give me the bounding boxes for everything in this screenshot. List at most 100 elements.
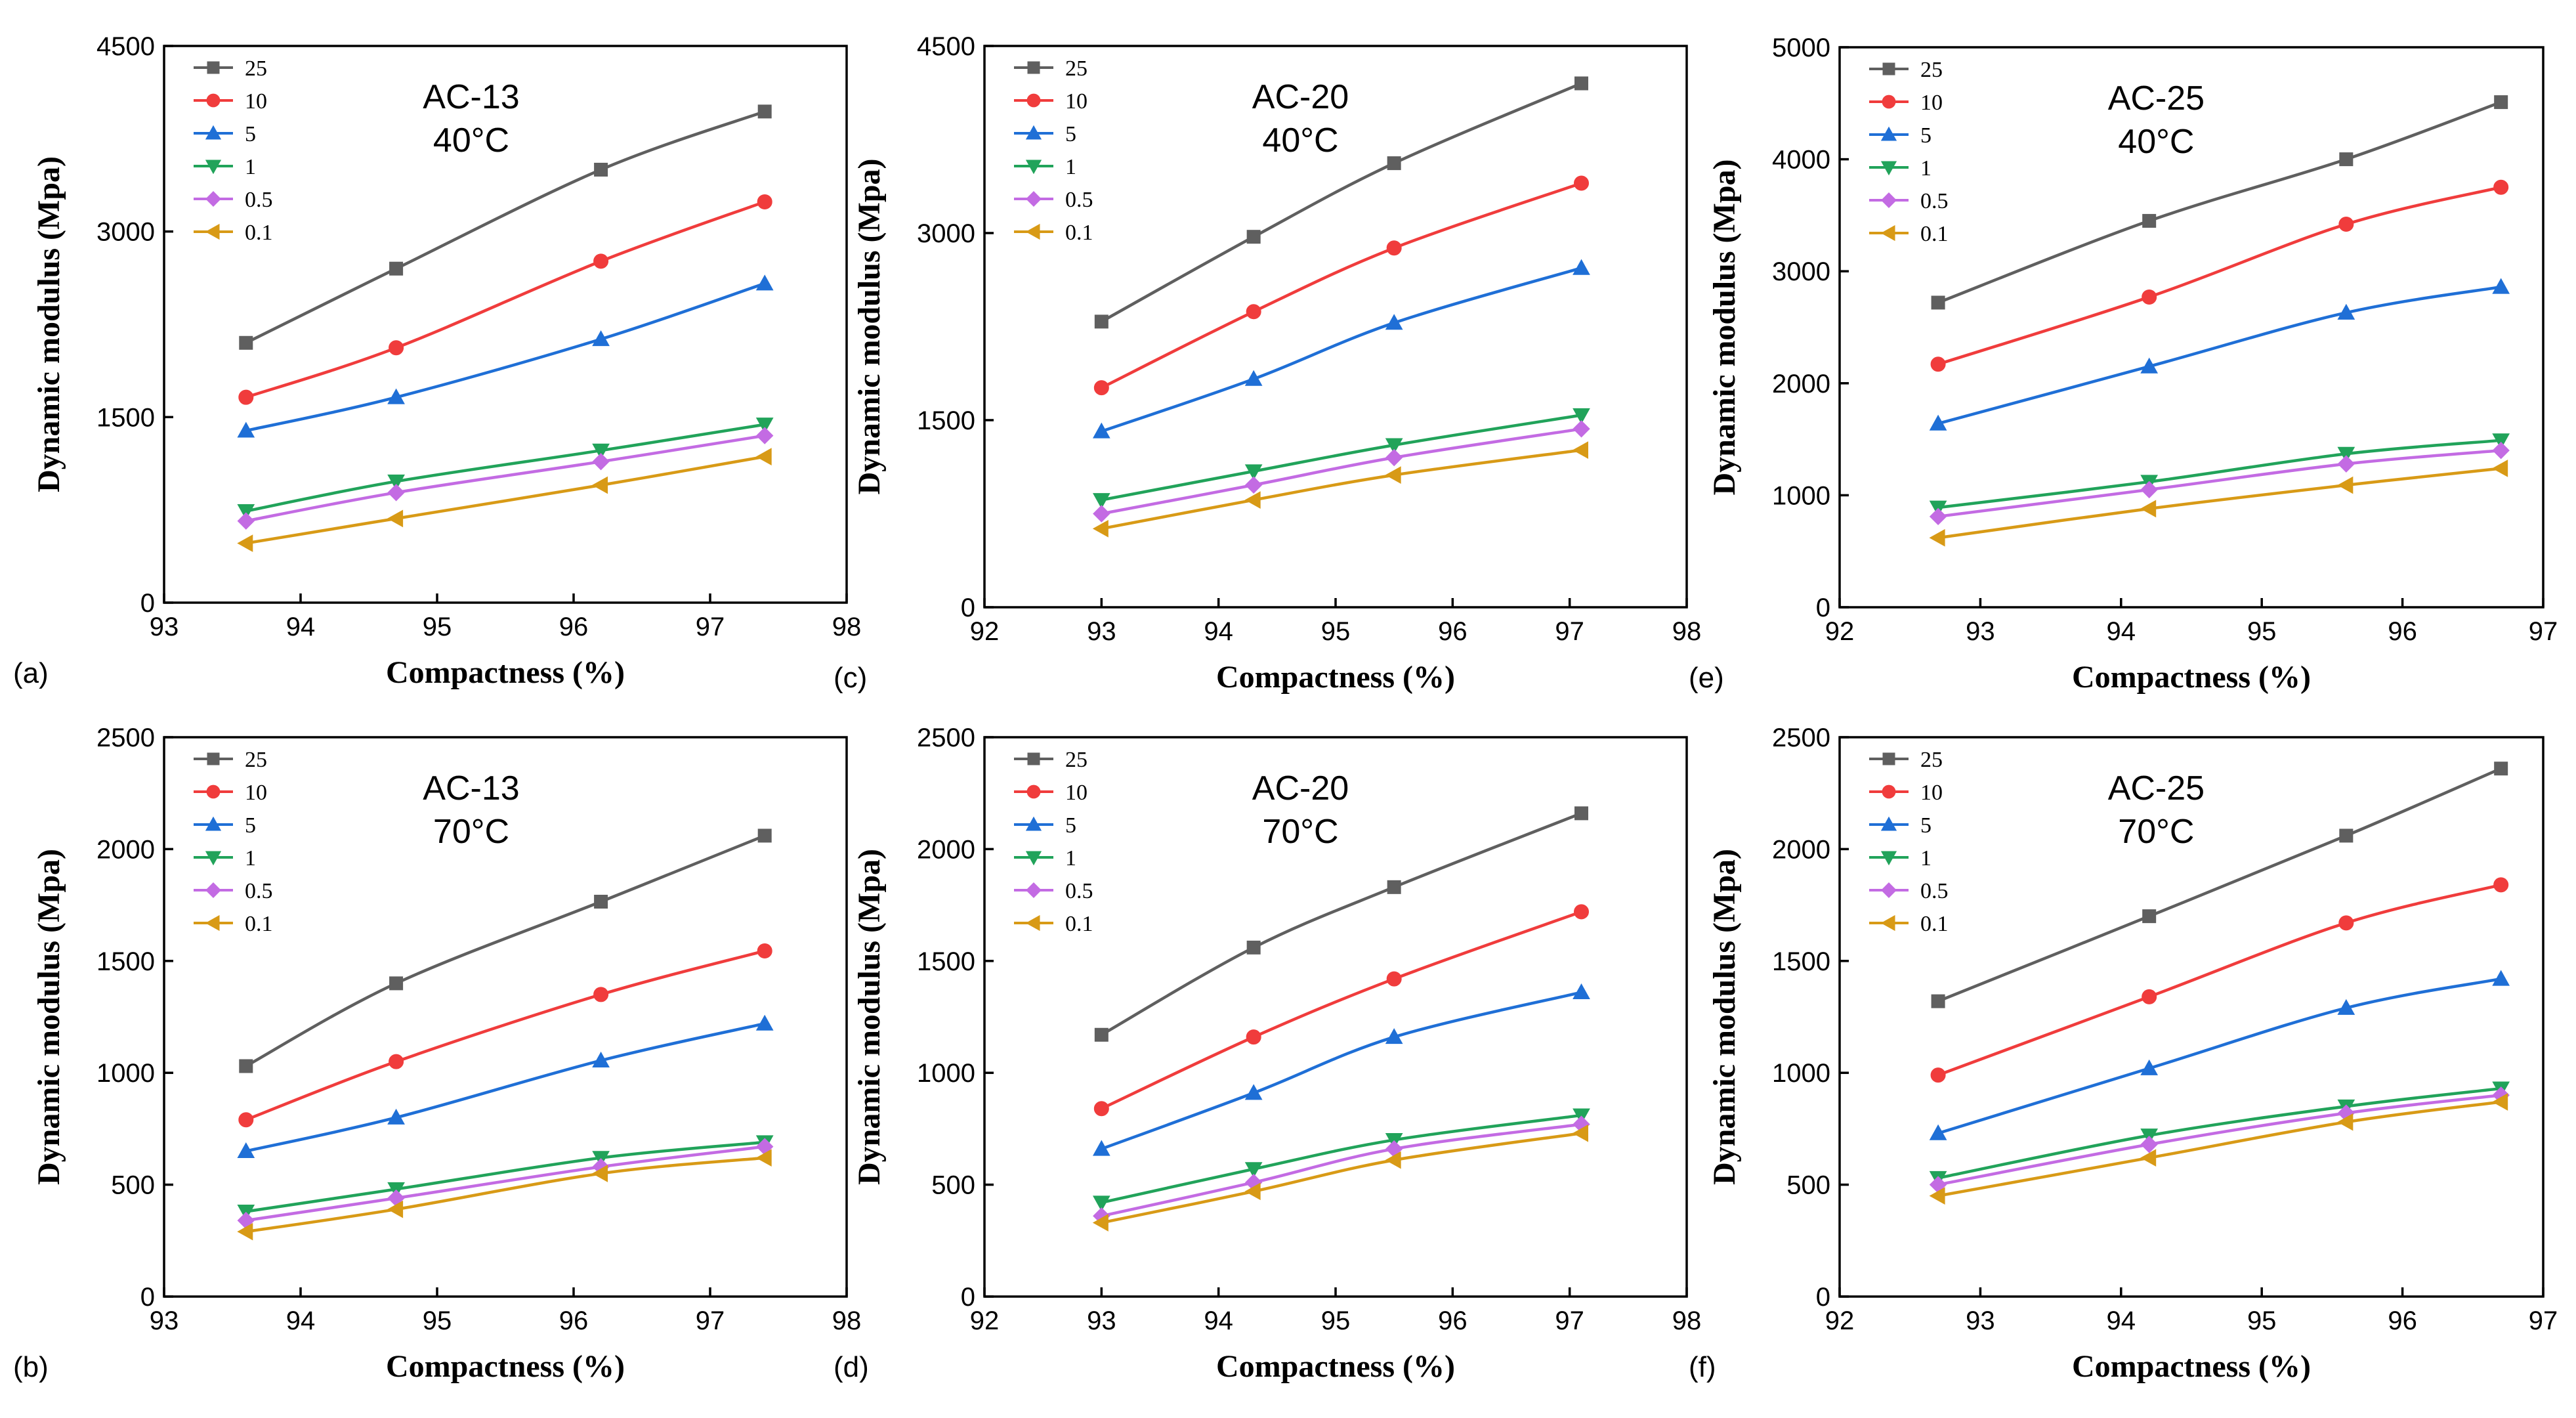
data-point: [2492, 460, 2508, 477]
x-tick-label: 94: [2107, 617, 2136, 646]
data-point: [387, 388, 405, 404]
legend-label: 0.1: [1065, 221, 1093, 245]
data-point: [2492, 433, 2510, 450]
legend-marker: [1882, 95, 1896, 109]
x-tick-label: 97: [696, 612, 725, 641]
legend-marker: [205, 160, 222, 175]
x-tick-label: 98: [832, 1306, 862, 1335]
data-point: [2142, 213, 2157, 228]
x-tick-label: 92: [970, 617, 1000, 646]
data-point: [1385, 1151, 1401, 1169]
y-tick-label: 0: [961, 593, 975, 622]
data-point: [2492, 970, 2510, 986]
legend-label: 0.1: [245, 912, 273, 936]
legend-marker: [1025, 816, 1042, 831]
x-tick-label: 96: [559, 1306, 589, 1335]
data-point: [755, 448, 772, 465]
y-axis-title: Dynamic modulus (Mpa): [32, 156, 66, 492]
legend-label: 1: [1920, 156, 1932, 181]
legend-marker: [207, 61, 220, 74]
y-axis-title: Dynamic modulus (Mpa): [32, 849, 66, 1185]
annotation-mix: AC-13: [423, 78, 519, 116]
y-tick-label: 2000: [96, 835, 155, 864]
series-line-10: [1101, 910, 1582, 1110]
panel-label: (f): [1689, 1351, 1716, 1383]
data-point: [755, 418, 774, 434]
series-line-0.5: [1937, 448, 2501, 519]
data-point: [2494, 95, 2508, 110]
series-line-0.5: [245, 434, 765, 523]
annotation-mix: AC-20: [1252, 769, 1349, 807]
x-tick-label: 93: [150, 1306, 179, 1335]
x-tick-label: 93: [1966, 1306, 1995, 1335]
x-tick-label: 93: [1966, 617, 1995, 646]
data-point: [757, 828, 772, 843]
x-axis-title: Compactness (%): [2072, 1349, 2311, 1384]
data-point: [1092, 1195, 1110, 1212]
data-point: [237, 504, 255, 521]
legend-label: 1: [1065, 846, 1076, 870]
chart-panel-a: 93 94 95 96 97 98 0 1500 3000 4500 Compactness (%)…: [13, 32, 861, 690]
data-point: [1385, 466, 1401, 484]
legend-marker: [205, 851, 222, 866]
x-tick-label: 95: [1321, 1306, 1351, 1335]
data-point: [238, 389, 254, 405]
legend-marker: [1882, 752, 1895, 765]
chart-panel-d: 92 93 94 95 96 97 98 0 500 1000 1500 2000 2500 Compac…: [834, 723, 1701, 1384]
legend-marker: [1027, 61, 1040, 74]
data-point: [389, 261, 404, 276]
data-point: [757, 104, 772, 119]
series-line-5: [1101, 267, 1582, 433]
series-line-1: [1937, 1086, 2501, 1180]
x-tick-label: 94: [286, 1306, 316, 1335]
legend-label: 0.1: [245, 221, 273, 245]
y-tick-label: 3000: [1772, 257, 1830, 286]
legend-label: 5: [1065, 813, 1076, 838]
x-tick-label: 93: [150, 612, 179, 641]
y-tick-label: 1500: [917, 406, 975, 435]
data-point: [1385, 448, 1403, 467]
data-point: [1574, 806, 1588, 821]
data-point: [2338, 915, 2354, 931]
series-line-1: [245, 1140, 765, 1213]
x-tick-label: 95: [423, 612, 452, 641]
series-line-25: [1101, 81, 1582, 323]
data-point: [1573, 420, 1590, 438]
data-point: [1929, 507, 1947, 526]
legend-marker: [1025, 223, 1040, 240]
x-tick-label: 95: [1321, 617, 1351, 646]
y-tick-label: 1500: [1772, 947, 1830, 976]
data-point: [1572, 441, 1588, 459]
y-tick-label: 2000: [1772, 835, 1830, 864]
y-tick-label: 0: [140, 589, 155, 618]
annotation-temperature: 70°C: [2118, 813, 2194, 851]
legend-label: 5: [245, 813, 256, 838]
plot-frame: [1838, 736, 2544, 1298]
panel-label: (c): [834, 662, 867, 694]
annotation-mix: AC-25: [2108, 79, 2205, 118]
y-tick-label: 4000: [1772, 146, 1830, 175]
annotation-temperature: 70°C: [433, 813, 509, 851]
annotation-temperature: 40°C: [433, 121, 509, 160]
series-line-10: [245, 200, 765, 399]
series-line-5: [1937, 977, 2502, 1135]
data-point: [593, 987, 609, 1002]
y-tick-label: 2500: [1772, 723, 1830, 752]
series-line-0.1: [245, 455, 765, 545]
chart-panel-f: 92 93 94 95 96 97 0 500 1000 1500 2000 2500 Compactn…: [1689, 723, 2558, 1384]
data-point: [2337, 446, 2355, 463]
legend-marker: [1026, 882, 1042, 898]
data-point: [1574, 904, 1589, 920]
data-point: [1244, 1084, 1263, 1100]
legend-label: 1: [245, 846, 256, 870]
x-tick-label: 96: [1438, 617, 1467, 646]
legend-marker: [1027, 752, 1040, 765]
legend-label: 25: [1920, 58, 1943, 82]
x-axis-title: Compactness (%): [2072, 660, 2311, 695]
x-tick-label: 94: [1204, 617, 1233, 646]
data-point: [1573, 983, 1590, 1000]
x-tick-label: 95: [2247, 617, 2277, 646]
legend-label: 10: [1920, 91, 1943, 115]
series-line-1: [1101, 414, 1582, 502]
data-point: [1244, 370, 1263, 386]
